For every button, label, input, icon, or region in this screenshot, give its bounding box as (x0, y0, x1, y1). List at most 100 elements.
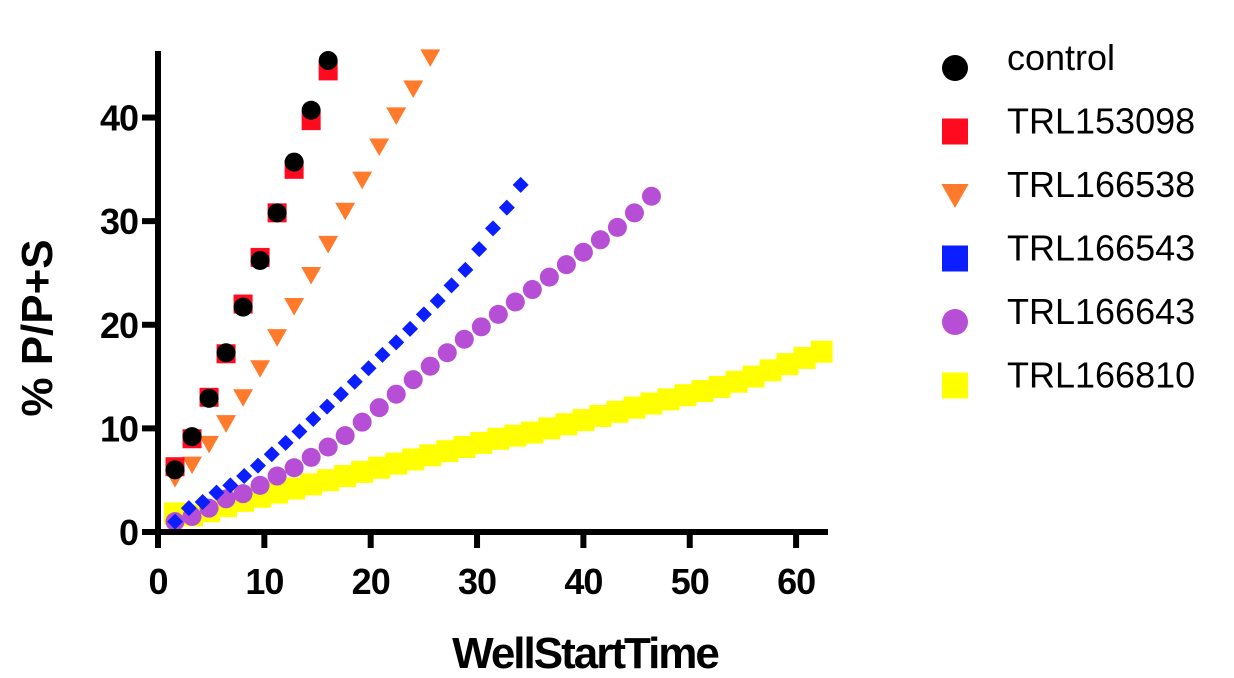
data-point-trl166543 (277, 434, 294, 451)
data-point-trl166643 (267, 466, 287, 486)
data-point-trl166643 (352, 412, 372, 432)
data-point-trl166810 (640, 392, 663, 415)
legend-item-trl153098: TRL153098 (942, 101, 1195, 145)
data-point-control (318, 51, 338, 71)
data-point-trl166543 (471, 241, 488, 258)
data-point-trl166538 (199, 435, 220, 454)
y-tick-label: 10 (100, 408, 138, 449)
legend: control TRL153098 TRL166538 TRL166543 TRL166… (941, 37, 1195, 399)
data-point-trl166538 (318, 235, 339, 254)
x-tick-label: 40 (564, 561, 602, 602)
data-point-trl166810 (351, 460, 374, 483)
axes: 0 10 20 30 40 50 60 0 10 20 30 40 (100, 51, 828, 602)
y-axis-title: % P/P+S (13, 239, 62, 416)
data-point-trl166810 (691, 380, 714, 403)
data-point-trl166543 (346, 373, 363, 390)
data-point-trl166810 (385, 452, 408, 475)
data-point-trl166643 (233, 484, 253, 504)
data-point-trl166810 (776, 353, 799, 376)
data-point-trl166643 (505, 292, 525, 312)
data-point-trl166543 (319, 398, 336, 415)
data-point-control (233, 297, 253, 317)
legend-marker-control (942, 55, 968, 81)
legend-label-trl153098: TRL153098 (1007, 101, 1195, 142)
data-point-trl166810 (453, 436, 476, 459)
data-point-trl166643 (522, 280, 542, 300)
series-control (165, 51, 338, 480)
data-point-trl166810 (402, 448, 425, 471)
data-point-trl166643 (624, 203, 644, 223)
data-point-trl166810 (538, 417, 561, 440)
data-point-trl166543 (388, 334, 405, 351)
data-point-trl166643 (607, 217, 627, 237)
data-point-trl166810 (334, 465, 357, 488)
data-point-trl166810 (555, 413, 578, 436)
data-point-trl166810 (368, 456, 391, 479)
data-point-trl166543 (457, 261, 474, 278)
data-point-control (199, 388, 219, 408)
data-point-trl166538 (233, 389, 254, 407)
data-point-trl166643 (556, 255, 576, 275)
data-point-trl166810 (300, 473, 323, 496)
data-point-trl166543 (263, 446, 280, 463)
data-point-trl166643 (318, 437, 338, 457)
data-point-trl166643 (284, 458, 304, 478)
legend-item-trl166810: TRL166810 (942, 355, 1195, 399)
data-point-control (165, 460, 185, 480)
data-point-trl166538 (284, 298, 305, 316)
data-point-trl166543 (360, 360, 377, 377)
data-point-trl166543 (180, 500, 197, 517)
data-point-trl166810 (470, 431, 493, 454)
data-point-trl166543 (249, 457, 266, 474)
data-point-trl166543 (512, 176, 529, 193)
data-point-trl166643 (250, 475, 270, 495)
data-point-trl166643 (454, 329, 474, 349)
data-point-trl166810 (810, 340, 833, 363)
data-point-trl166810 (317, 469, 340, 492)
data-point-trl166538 (267, 329, 288, 347)
data-point-control (216, 343, 236, 363)
data-point-trl166543 (208, 484, 225, 501)
data-point-trl166543 (443, 277, 460, 294)
data-point-trl166538 (301, 266, 322, 285)
data-point-trl166643 (488, 304, 508, 324)
data-point-trl166643 (641, 186, 661, 206)
legend-marker-trl166643 (942, 309, 968, 335)
legend-label-trl166643: TRL166643 (1007, 291, 1195, 332)
data-point-trl166538 (182, 456, 203, 475)
data-point-trl166810 (674, 384, 697, 407)
data-point-trl166543 (498, 199, 515, 216)
data-point-trl166643 (590, 230, 610, 250)
series-trl166543 (167, 176, 529, 530)
data-point-trl166538 (216, 415, 237, 433)
data-point-trl166643 (301, 447, 321, 467)
data-point-control (301, 100, 321, 120)
data-point-trl166538 (403, 80, 424, 99)
x-tick-label: 10 (245, 561, 283, 602)
data-point-trl166543 (429, 292, 446, 309)
legend-item-trl166643: TRL166643 (942, 291, 1195, 335)
data-point-trl166810 (436, 440, 459, 463)
legend-item-trl166543: TRL166543 (942, 228, 1195, 272)
data-point-trl166810 (742, 365, 765, 388)
data-point-trl166810 (589, 404, 612, 427)
x-tick-label: 30 (458, 561, 496, 602)
data-point-trl166810 (419, 444, 442, 467)
data-point-trl166810 (504, 424, 527, 447)
data-point-trl166543 (222, 477, 239, 494)
y-tick-label: 30 (100, 201, 138, 242)
data-point-trl166543 (402, 320, 419, 337)
data-point-trl166810 (708, 375, 731, 398)
data-point-trl166543 (167, 513, 184, 530)
data-point-trl166543 (305, 411, 322, 428)
data-point-trl166538 (420, 49, 441, 67)
data-point-control (284, 152, 304, 172)
legend-marker-trl153098 (942, 118, 968, 145)
x-tick-label: 60 (777, 561, 815, 602)
series-trl166538 (165, 49, 441, 488)
legend-marker-trl166543 (942, 245, 968, 272)
data-point-trl166538 (386, 107, 407, 125)
legend-label-trl166543: TRL166543 (1007, 228, 1195, 269)
data-point-control (267, 203, 287, 223)
